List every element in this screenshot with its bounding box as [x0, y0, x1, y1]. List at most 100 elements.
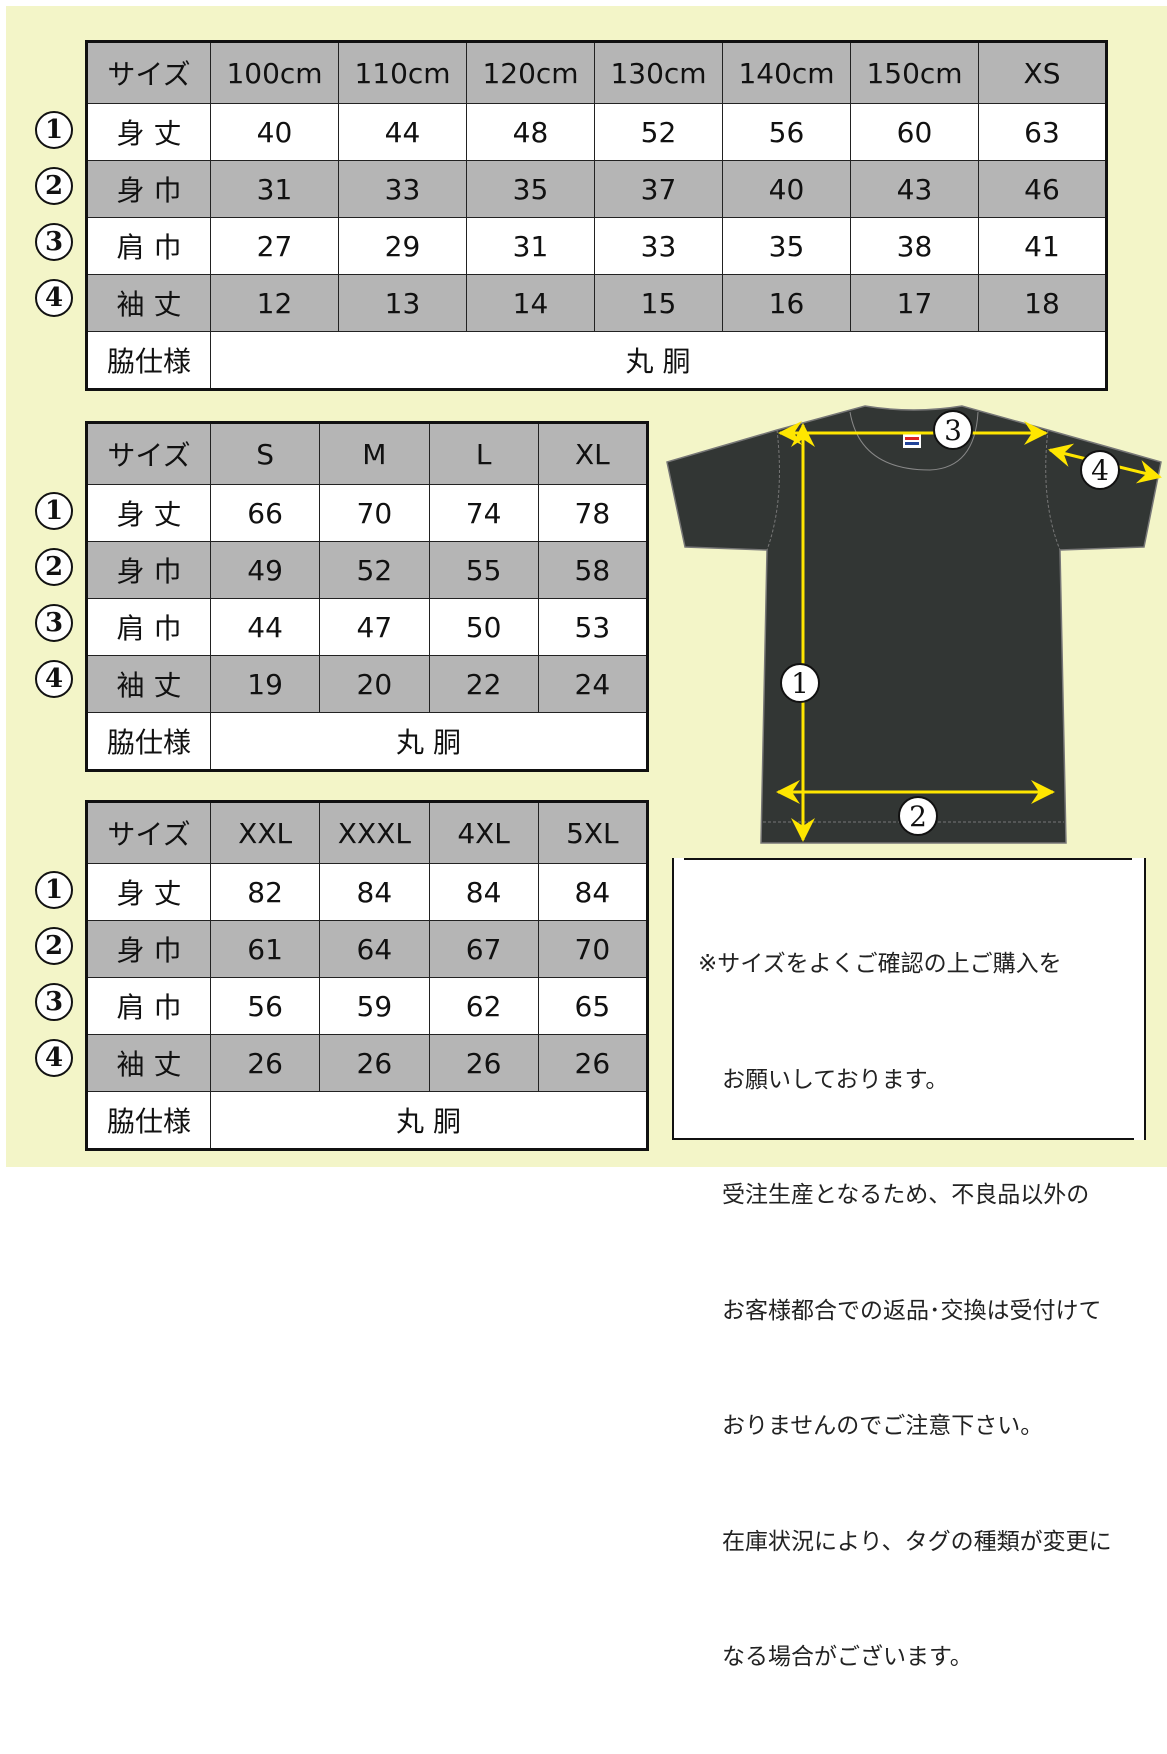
measure-value: 26 — [319, 1034, 430, 1092]
measure-value: 31 — [466, 217, 595, 275]
svg-text:2: 2 — [909, 800, 927, 833]
table-row: 身 巾 61 64 67 70 — [86, 920, 649, 978]
svg-text:1: 1 — [791, 667, 809, 700]
measure-value: 20 — [319, 655, 430, 713]
row-number-marker: 3 — [35, 604, 73, 642]
row-number-marker: 4 — [35, 1039, 73, 1077]
size-header: L — [428, 422, 539, 485]
measure-value: 59 — [319, 977, 430, 1035]
measure-value: 29 — [338, 217, 467, 275]
size-table: サイズ 100cm 110cm 120cm 130cm 140cm 150cm XS 身 丈 40… — [85, 40, 1108, 391]
measure-value: 70 — [319, 484, 430, 542]
measure-value: 55 — [428, 541, 539, 599]
size-header: 100cm — [210, 41, 339, 104]
measure-value: 22 — [428, 655, 539, 713]
row-number-marker: 1 — [35, 492, 73, 530]
row-number-marker: 2 — [35, 927, 73, 965]
row-number-marker: 4 — [35, 279, 73, 317]
measure-value: 41 — [978, 217, 1107, 275]
table-header-row: サイズ XXL XXXL 4XL 5XL — [86, 801, 649, 864]
measure-value: 26 — [537, 1034, 649, 1092]
size-header: 4XL — [428, 801, 539, 864]
measure-value: 82 — [209, 863, 321, 921]
tag-stripe — [905, 442, 919, 445]
tag-stripe — [905, 437, 919, 440]
measure-value: 31 — [210, 160, 339, 218]
side-spec-label: 脇仕様 — [86, 712, 211, 771]
notice-line: なる場合がございます。 — [722, 1644, 973, 1670]
measure-value: 58 — [537, 541, 649, 599]
measure-value: 63 — [978, 103, 1107, 161]
measure-value: 14 — [466, 274, 595, 332]
size-table: サイズ XXL XXXL 4XL 5XL 身 丈 82 84 84 84 身 巾 61 64 67 70 肩 … — [85, 800, 649, 1151]
divider — [674, 1138, 1134, 1140]
measure-value: 37 — [594, 160, 723, 218]
size-label-header: サイズ — [86, 41, 211, 104]
row-number-marker: 3 — [35, 223, 73, 261]
measure-value: 52 — [319, 541, 430, 599]
measure-value: 49 — [209, 541, 321, 599]
size-header: XL — [537, 422, 649, 485]
size-header: XXL — [209, 801, 321, 864]
size-header: 130cm — [594, 41, 723, 104]
measure-value: 78 — [537, 484, 649, 542]
size-label-header: サイズ — [86, 422, 211, 485]
table-row: 袖 丈 12 13 14 15 16 17 18 — [86, 274, 1107, 332]
measure-label: 身 丈 — [86, 103, 211, 161]
measure-label: 肩 巾 — [86, 977, 211, 1035]
side-spec-label: 脇仕様 — [86, 331, 211, 390]
notice-line: おりませんのでご注意下さい。 — [722, 1413, 1044, 1439]
tshirt-tag — [903, 434, 921, 448]
row-number-marker: 1 — [35, 111, 73, 149]
measure-value: 74 — [428, 484, 539, 542]
measure-value: 61 — [209, 920, 321, 978]
measure-value: 46 — [978, 160, 1107, 218]
tshirt-outline — [666, 405, 1162, 844]
measure-value: 17 — [850, 274, 979, 332]
size-header: 110cm — [338, 41, 467, 104]
size-header: 140cm — [722, 41, 851, 104]
measure-value: 35 — [722, 217, 851, 275]
notice-line: 在庫状況により、タグの種類が変更に — [722, 1528, 1112, 1555]
notice-box: ※サイズをよくご確認の上ご購入を お願いしております。 受注生産となるため、不良… — [672, 858, 1146, 1670]
measure-value: 26 — [428, 1034, 539, 1092]
table-row: 袖 丈 19 20 22 24 — [86, 655, 649, 713]
measure-value: 18 — [978, 274, 1107, 332]
row-number-marker: 4 — [35, 660, 73, 698]
side-spec-value: 丸 胴 — [210, 331, 1107, 390]
measure-label: 身 丈 — [86, 484, 211, 542]
notice-line: ※サイズをよくご確認の上ご購入を — [698, 951, 1062, 977]
measure-value: 47 — [319, 598, 430, 656]
measure-value: 56 — [209, 977, 321, 1035]
size-header: 150cm — [850, 41, 979, 104]
measure-value: 24 — [537, 655, 649, 713]
row-number-marker: 3 — [35, 983, 73, 1021]
table-row: 脇仕様丸 胴 — [86, 712, 648, 771]
table-row: 身 丈 82 84 84 84 — [86, 863, 649, 921]
table-row: 肩 巾 56 59 62 65 — [86, 977, 649, 1035]
measure-value: 38 — [850, 217, 979, 275]
table-row: 脇仕様丸 胴 — [86, 331, 1107, 390]
measure-value: 12 — [210, 274, 339, 332]
notice-line: お願いしております。 — [722, 1066, 949, 1093]
measure-value: 27 — [210, 217, 339, 275]
measure-label: 身 巾 — [86, 541, 211, 599]
marker-4: 4 — [1080, 450, 1120, 490]
measure-label: 身 巾 — [86, 920, 211, 978]
measure-label: 肩 巾 — [86, 598, 211, 656]
measure-value: 16 — [722, 274, 851, 332]
measure-value: 48 — [466, 103, 595, 161]
size-label-header: サイズ — [86, 801, 211, 864]
measure-value: 35 — [466, 160, 595, 218]
marker-1: 1 — [780, 663, 820, 703]
measure-label: 袖 丈 — [86, 1034, 211, 1092]
measure-value: 62 — [428, 977, 539, 1035]
size-header: XXXL — [319, 801, 430, 864]
measure-label: 身 巾 — [86, 160, 211, 218]
measure-value: 84 — [428, 863, 539, 921]
notice-line: お客様都合での返品･交換は受付けて — [722, 1297, 1102, 1324]
size-header: 120cm — [466, 41, 595, 104]
measure-value: 56 — [722, 103, 851, 161]
table-row: 身 丈 66 70 74 78 — [86, 484, 649, 542]
measure-label: 袖 丈 — [86, 274, 211, 332]
